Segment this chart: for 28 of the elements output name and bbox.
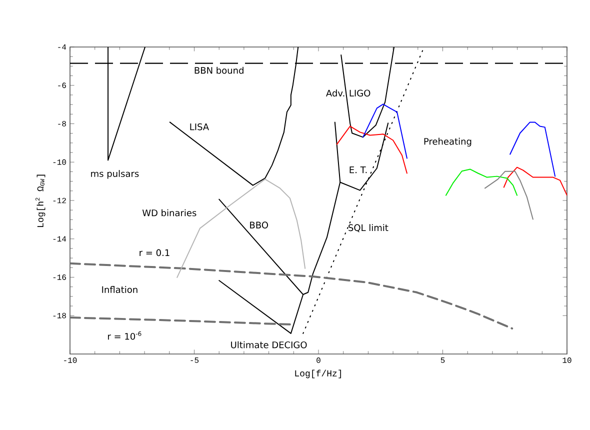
x-axis-title: Log[f/Hz] [295, 370, 341, 378]
annotation: Inflation [102, 286, 138, 293]
x-tick-label: 0 [316, 358, 320, 363]
annotation: SQL limit [348, 224, 388, 232]
annotation: r = 10$^{-6}$ [108, 331, 142, 340]
annotation: Preheating [424, 138, 472, 147]
y-tick-label: -14 [53, 236, 66, 242]
y-axis-title: Log[h$^{2}$ Ω$_{GW}$] [36, 174, 46, 227]
ref-line-label: BBN bound [194, 66, 244, 74]
annotation: WD binaries [142, 209, 196, 216]
annotation: ms pulsars [91, 170, 139, 179]
y-tick-label: -16 [53, 274, 66, 280]
y-tick-label: -4 [58, 44, 66, 50]
y-tick-label: -12 [53, 198, 66, 204]
annotation: Ultimate DECIGO [231, 341, 307, 348]
x-tick-label: 5 [440, 358, 445, 363]
x-tick-label: -5 [190, 358, 199, 363]
y-tick-label: -8 [58, 121, 66, 126]
annotation: BBO [250, 222, 268, 228]
annotation: r = 0.1 [140, 249, 170, 256]
annotation: E. T. [350, 166, 367, 174]
x-tick-label: 10 [562, 358, 572, 363]
y-tick-label: -10 [53, 159, 66, 165]
y-tick-label: -6 [58, 82, 66, 88]
annotation: LISA [190, 123, 209, 130]
y-tick-label: -18 [53, 312, 66, 318]
annotation: Adv. LIGO [326, 90, 370, 97]
x-tick-label: -10 [64, 358, 77, 363]
